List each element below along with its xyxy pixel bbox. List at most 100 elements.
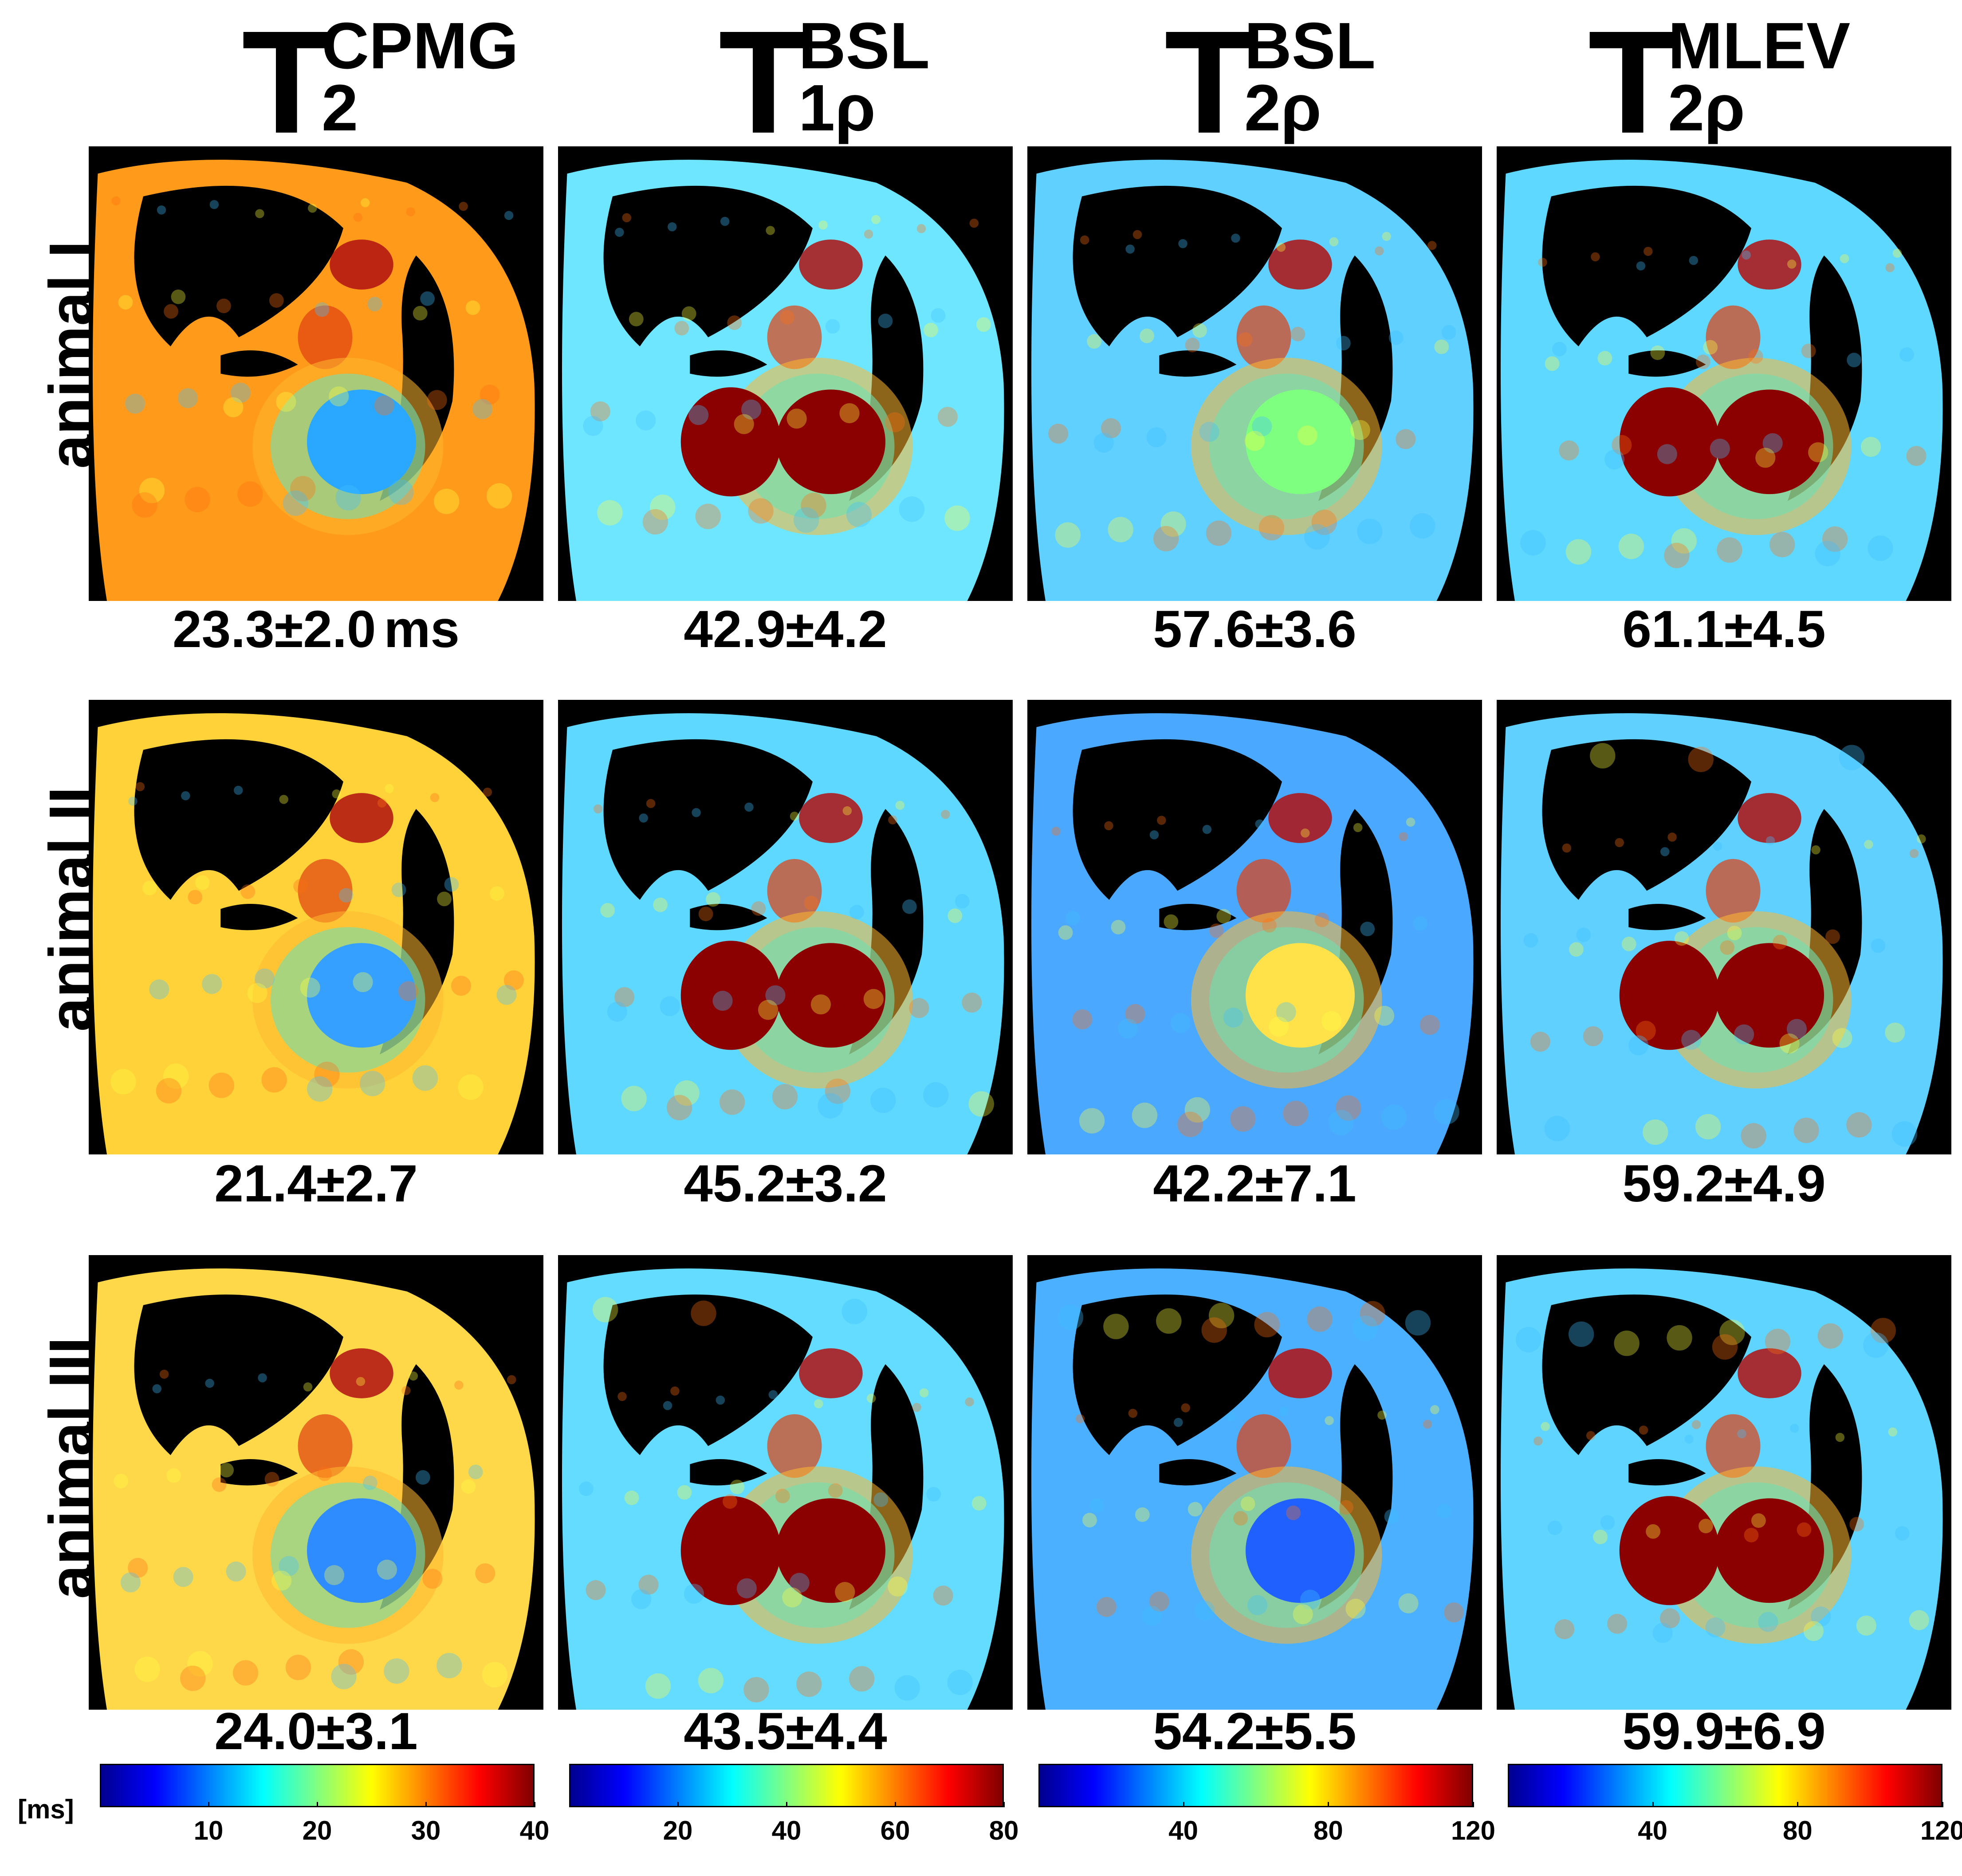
airway-cavity bbox=[1159, 903, 1237, 930]
airway-cavity bbox=[1159, 1459, 1237, 1486]
airway-cavity bbox=[1628, 1459, 1706, 1486]
lung-cavity-left bbox=[603, 739, 813, 900]
header-base: T bbox=[1164, 0, 1254, 164]
right-ventricle bbox=[1619, 387, 1720, 497]
header-base: T bbox=[719, 0, 808, 164]
vessel-patch bbox=[330, 239, 393, 290]
lung-cavity-left bbox=[134, 739, 343, 900]
mean-sd-value: 21.4±2.7 bbox=[89, 1158, 543, 1210]
stat-value: 45.2±3.2 bbox=[684, 1154, 887, 1213]
parametric-map-image bbox=[89, 146, 543, 601]
colorbar-tick-mark bbox=[208, 1802, 209, 1807]
blood-pool bbox=[776, 943, 885, 1048]
stat-value: 54.2±5.5 bbox=[1153, 1702, 1356, 1761]
colorbar-tick-label: 10 bbox=[193, 1816, 224, 1845]
vessel-patch bbox=[767, 859, 822, 923]
vessel-patch bbox=[1236, 1414, 1291, 1478]
stat-value: 42.9±4.2 bbox=[684, 600, 887, 659]
mean-sd-value: 57.6±3.6 bbox=[1027, 603, 1482, 655]
header-subscript: 1ρ bbox=[798, 71, 876, 145]
mri-map-panel bbox=[558, 1255, 1013, 1710]
colorbar-tick-mark bbox=[1003, 1802, 1005, 1807]
colorbar-tick-mark bbox=[1652, 1802, 1654, 1807]
parametric-map-image bbox=[558, 1255, 1013, 1710]
header-superscript: MLEV bbox=[1668, 9, 1851, 82]
stat-value: 42.2±7.1 bbox=[1153, 1154, 1356, 1213]
right-ventricle bbox=[1619, 1496, 1720, 1605]
right-ventricle bbox=[1619, 941, 1720, 1050]
airway-cavity bbox=[1628, 350, 1706, 377]
header-superscript: BSL bbox=[798, 9, 930, 82]
colorbar-tick-label: 40 bbox=[1638, 1816, 1668, 1845]
blood-pool bbox=[1715, 943, 1824, 1048]
airway-cavity bbox=[220, 1459, 298, 1486]
vessel-patch bbox=[298, 1414, 353, 1478]
parametric-map-image bbox=[89, 700, 543, 1154]
blood-pool bbox=[307, 389, 416, 495]
stat-value: 59.2±4.9 bbox=[1622, 1154, 1826, 1213]
mean-sd-value: 43.5±4.4 bbox=[558, 1705, 1013, 1758]
colorbar-tick-label: 30 bbox=[411, 1816, 441, 1845]
airway-cavity bbox=[220, 350, 298, 377]
header-base: T bbox=[242, 0, 331, 164]
mri-map-panel bbox=[1497, 700, 1951, 1154]
blood-pool bbox=[1715, 389, 1824, 495]
colorbar-0 bbox=[100, 1764, 535, 1807]
airway-cavity bbox=[690, 1459, 767, 1486]
header-subscript: 2ρ bbox=[1668, 71, 1745, 145]
mri-map-panel bbox=[1497, 146, 1951, 601]
parametric-map-image bbox=[558, 146, 1013, 601]
colorbar-tick-label: 80 bbox=[1782, 1816, 1813, 1845]
colorbar-1 bbox=[569, 1764, 1004, 1807]
vessel-patch bbox=[1738, 239, 1801, 290]
colorbar-tick-label: 20 bbox=[302, 1816, 332, 1845]
blood-pool bbox=[307, 943, 416, 1048]
vessel-patch bbox=[1236, 305, 1291, 369]
mri-map-panel bbox=[558, 146, 1013, 601]
vessel-patch bbox=[767, 1414, 822, 1478]
vessel-patch bbox=[799, 239, 863, 290]
vessel-patch bbox=[767, 305, 822, 369]
colorbar-tick-label: 80 bbox=[989, 1816, 1019, 1845]
stat-value: 23.3±2.0 bbox=[172, 600, 376, 659]
mean-sd-value: 24.0±3.1 bbox=[89, 1705, 543, 1758]
mri-map-panel bbox=[89, 1255, 543, 1710]
airway-cavity bbox=[220, 903, 298, 930]
lung-cavity-left bbox=[1542, 1294, 1751, 1455]
column-header-0: T CPMG 2 bbox=[242, 9, 519, 155]
mean-sd-value: 23.3±2.0 ms bbox=[89, 603, 543, 655]
vessel-patch bbox=[1738, 793, 1801, 843]
colorbar-tick-mark bbox=[1183, 1802, 1184, 1807]
vessel-patch bbox=[1706, 305, 1761, 369]
stat-value: 61.1±4.5 bbox=[1622, 600, 1826, 659]
mean-sd-value: 42.2±7.1 bbox=[1027, 1158, 1482, 1210]
column-header-2: T BSL 2ρ bbox=[1164, 9, 1413, 155]
colorbar-tick-mark bbox=[677, 1802, 679, 1807]
right-ventricle bbox=[680, 1496, 781, 1605]
colorbar-tick-mark bbox=[317, 1802, 318, 1807]
vessel-patch bbox=[1706, 1414, 1761, 1478]
stat-value: 43.5±4.4 bbox=[684, 1702, 887, 1761]
vessel-patch bbox=[330, 1348, 393, 1398]
vessel-patch bbox=[298, 305, 353, 369]
mri-map-panel bbox=[1027, 1255, 1482, 1710]
lung-cavity-left bbox=[603, 1294, 813, 1455]
colorbar-tick-mark bbox=[425, 1802, 427, 1807]
lung-cavity-left bbox=[134, 185, 343, 346]
parametric-map-image bbox=[1497, 1255, 1951, 1710]
vessel-patch bbox=[1268, 239, 1332, 290]
colorbar-tick-mark bbox=[1942, 1802, 1943, 1807]
vessel-patch bbox=[1706, 859, 1761, 923]
colorbar-tick-mark bbox=[1797, 1802, 1799, 1807]
stat-value: 59.9±6.9 bbox=[1622, 1702, 1826, 1761]
parametric-map-image bbox=[558, 700, 1013, 1154]
lung-cavity-left bbox=[1073, 185, 1282, 346]
lung-cavity-left bbox=[1542, 185, 1751, 346]
mean-sd-value: 42.9±4.2 bbox=[558, 603, 1013, 655]
blood-pool bbox=[307, 1498, 416, 1603]
lung-cavity-left bbox=[1542, 739, 1751, 900]
vessel-patch bbox=[799, 1348, 863, 1398]
stat-value: 57.6±3.6 bbox=[1153, 600, 1356, 659]
colorbar-tick-mark bbox=[1328, 1802, 1329, 1807]
parametric-map-image bbox=[1027, 146, 1482, 601]
